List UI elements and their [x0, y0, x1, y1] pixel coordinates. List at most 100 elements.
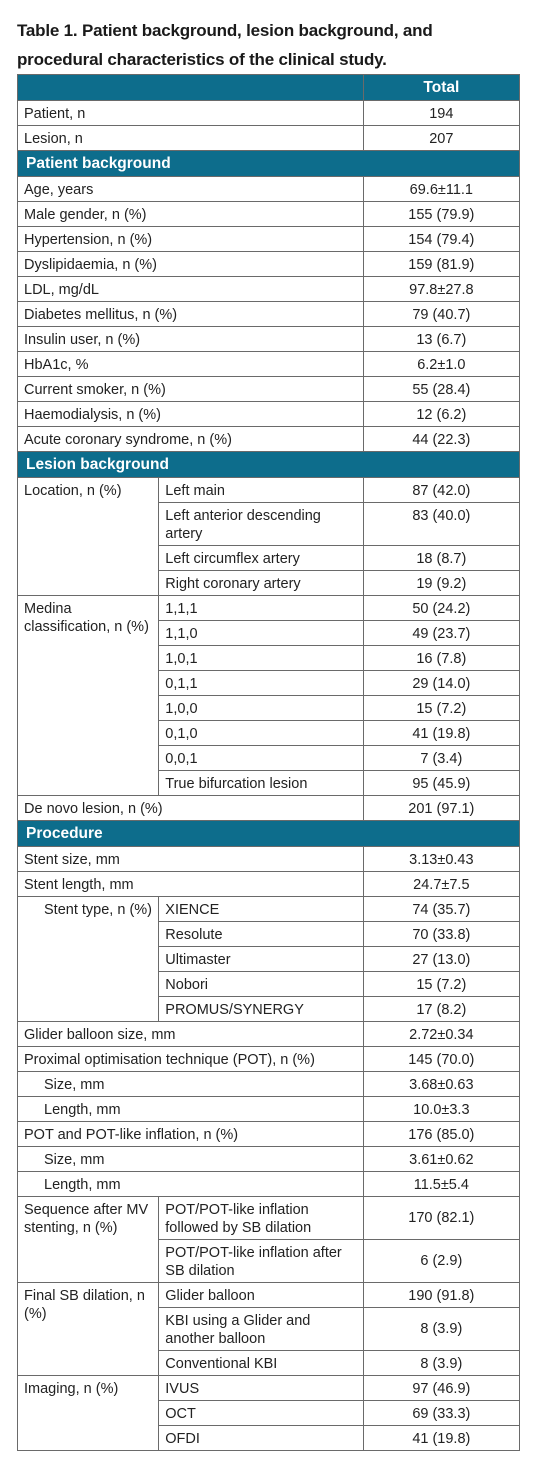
- table-row: Glider balloon size, mm 2.72±0.34: [17, 1021, 521, 1047]
- row-label: Dyslipidaemia, n (%): [17, 251, 364, 277]
- row-value: 69 (33.3): [362, 1400, 521, 1426]
- row-value: 6 (2.9): [362, 1239, 521, 1283]
- table-row: Current smoker, n (%) 55 (28.4): [17, 376, 521, 402]
- row-label: Insulin user, n (%): [17, 326, 364, 352]
- location-group: Location, n (%) Left main 87 (42.0) Left an…: [16, 477, 521, 596]
- table-row: Stent type, n (%) XIENCE 74 (35.7): [16, 896, 521, 1022]
- row-value: 24.7±7.5: [362, 871, 521, 897]
- sub-label: 0,1,1: [158, 670, 364, 696]
- row-value: 159 (81.9): [362, 251, 521, 277]
- row-value: 17 (8.2): [362, 996, 521, 1022]
- table-row: Imaging, n (%) IVUS 97 (46.9): [16, 1375, 521, 1451]
- table-row: OCT 69 (33.3): [18, 1400, 521, 1426]
- row-value: 7 (3.4): [362, 745, 521, 771]
- row-value: 87 (42.0): [362, 477, 521, 503]
- table-row: Final SB dilation, n (%) Glider balloon 19…: [16, 1282, 521, 1376]
- row-label: De novo lesion, n (%): [17, 795, 364, 821]
- sub-label: Conventional KBI: [158, 1350, 364, 1376]
- row-value: 207: [362, 125, 521, 151]
- sub-label: Glider balloon: [158, 1282, 364, 1308]
- group-label: Stent type, n (%): [16, 896, 160, 1022]
- row-value: 41 (19.8): [362, 720, 521, 746]
- sub-label: 1,0,0: [158, 695, 364, 721]
- table-row: Insulin user, n (%) 13 (6.7): [17, 326, 521, 352]
- row-value: 74 (35.7): [362, 896, 521, 922]
- sub-label: 1,1,1: [158, 595, 364, 621]
- table-row: Sequence after MV stenting, n (%) POT/POT…: [16, 1196, 521, 1283]
- sub-label: 1,0,1: [158, 645, 364, 671]
- row-label: Stent length, mm: [17, 871, 364, 897]
- row-value: 8 (3.9): [362, 1350, 521, 1376]
- table-row: Length, mm 10.0±3.3: [17, 1096, 521, 1122]
- row-label: HbA1c, %: [17, 351, 364, 377]
- sub-label: IVUS: [158, 1375, 364, 1401]
- table-row: HbA1c, % 6.2±1.0: [17, 351, 521, 377]
- table-row: Proximal optimisation technique (POT), n…: [17, 1046, 521, 1072]
- table-caption: Table 1. Patient background, lesion back…: [17, 21, 433, 69]
- sub-label: OFDI: [158, 1425, 364, 1451]
- table-row: LDL, mg/dL 97.8±27.8: [17, 276, 521, 302]
- row-label: Size, mm: [17, 1071, 364, 1097]
- sub-label: Left main: [158, 477, 364, 503]
- row-label: Patient, n: [17, 100, 364, 126]
- table-row: Age, years 69.6±11.1: [17, 176, 521, 202]
- row-label: Current smoker, n (%): [17, 376, 364, 402]
- table-row: Size, mm 3.68±0.63: [17, 1071, 521, 1097]
- row-value: 16 (7.8): [362, 645, 521, 671]
- sub-label: Right coronary artery: [158, 570, 364, 596]
- row-label: Proximal optimisation technique (POT), n…: [17, 1046, 364, 1072]
- row-value: 190 (91.8): [362, 1282, 521, 1308]
- table-row: OFDI 41 (19.8): [18, 1425, 521, 1451]
- table-row: Hypertension, n (%) 154 (79.4): [17, 226, 521, 252]
- sub-label: PROMUS/SYNERGY: [158, 996, 364, 1022]
- header-blank-cell: [17, 74, 364, 101]
- sub-label: True bifurcation lesion: [158, 770, 364, 796]
- row-value: 12 (6.2): [362, 401, 521, 427]
- table-row: De novo lesion, n (%) 201 (97.1): [17, 795, 521, 821]
- table-row: Left circumflex artery 18 (8.7): [18, 545, 521, 571]
- row-value: 41 (19.8): [362, 1425, 521, 1451]
- table-row: Left anterior descending artery 83 (40.0): [18, 502, 521, 546]
- total-column-header: Total: [362, 74, 521, 101]
- row-value: 44 (22.3): [362, 426, 521, 452]
- row-value: 97 (46.9): [362, 1375, 521, 1401]
- row-label: Age, years: [17, 176, 364, 202]
- table-row: Stent length, mm 24.7±7.5: [17, 871, 521, 897]
- table-row: Ultimaster 27 (13.0): [18, 946, 521, 972]
- table-row: POT and POT-like inflation, n (%) 176 (8…: [17, 1121, 521, 1147]
- row-value: 18 (8.7): [362, 545, 521, 571]
- row-value: 97.8±27.8: [362, 276, 521, 302]
- table-row: Right coronary artery 19 (9.2): [18, 570, 521, 596]
- section-title: Procedure: [17, 820, 520, 847]
- row-label: Length, mm: [17, 1096, 364, 1122]
- sub-label: POT/POT-like inflation after SB dilation: [158, 1239, 364, 1283]
- stent-type-group: Stent type, n (%) XIENCE 74 (35.7) Resolute…: [16, 896, 521, 1022]
- table-row: Size, mm 3.61±0.62: [17, 1146, 521, 1172]
- table-row: Acute coronary syndrome, n (%) 44 (22.3): [17, 426, 521, 452]
- table-header-row: Total: [17, 74, 521, 101]
- row-value: 201 (97.1): [362, 795, 521, 821]
- row-value: 8 (3.9): [362, 1307, 521, 1351]
- sub-label: 0,0,1: [158, 745, 364, 771]
- group-label: Final SB dilation, n (%): [16, 1282, 160, 1376]
- row-value: 19 (9.2): [362, 570, 521, 596]
- row-value: 69.6±11.1: [362, 176, 521, 202]
- row-value: 154 (79.4): [362, 226, 521, 252]
- row-label: POT and POT-like inflation, n (%): [17, 1121, 364, 1147]
- group-label: Imaging, n (%): [16, 1375, 160, 1451]
- imaging-group: Imaging, n (%) IVUS 97 (46.9) OCT 69 (33.3) O…: [16, 1375, 521, 1451]
- row-value: 15 (7.2): [362, 695, 521, 721]
- row-value: 79 (40.7): [362, 301, 521, 327]
- row-label: Lesion, n: [17, 125, 364, 151]
- section-title: Patient background: [17, 150, 520, 177]
- table-row: Patient, n 194: [17, 100, 521, 126]
- section-title: Lesion background: [17, 451, 520, 478]
- section-header-patient: Patient background: [17, 150, 520, 177]
- table-row: POT/POT-like inflation after SB dilation…: [18, 1239, 521, 1283]
- section-header-procedure: Procedure: [17, 820, 520, 847]
- row-value: 15 (7.2): [362, 971, 521, 997]
- row-value: 155 (79.9): [362, 201, 521, 227]
- table-row: Location, n (%) Left main 87 (42.0): [16, 477, 521, 596]
- sub-label: XIENCE: [158, 896, 364, 922]
- table-row: Dyslipidaemia, n (%) 159 (81.9): [17, 251, 521, 277]
